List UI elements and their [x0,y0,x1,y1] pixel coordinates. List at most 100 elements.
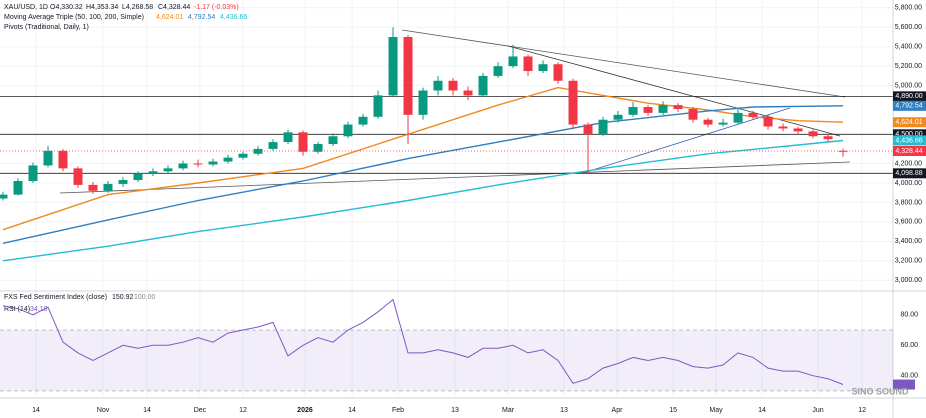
candle-body [793,128,803,132]
candle-body [103,183,113,191]
ma-value: 4,436.66 [220,14,247,21]
price-tag [893,168,926,179]
candle-body [343,124,353,137]
rsi-tick-label: 40.00 [900,373,918,380]
candle-body [358,116,368,125]
candle-body [583,124,593,135]
x-tick-label: Jun [812,407,823,414]
price-tag-label: 4,098.88 [895,170,922,177]
candle-body [748,112,758,117]
y-tick-label: 3,200.00 [895,258,922,265]
price-tag [893,100,926,111]
candle-body [508,56,518,67]
x-tick-label: Dec [194,407,207,414]
candle-body [58,150,68,169]
candle-body [73,168,83,185]
candle-body [313,144,323,152]
candle-body [43,150,53,166]
x-tick-label: 14 [32,407,40,414]
candle-body [778,126,788,129]
trend-line [507,45,841,137]
x-tick-label: 14 [143,407,151,414]
x-tick-label: 14 [348,407,356,414]
candle-body [268,142,278,149]
candle-body [688,108,698,120]
candle-body [433,80,443,91]
candle-body [133,173,143,181]
y-tick-label: 3,400.00 [895,238,922,245]
trend-line [59,161,851,194]
x-tick-label: 13 [560,407,568,414]
open-label: O4,330.32 [50,4,83,11]
rsi-line [2,298,844,385]
candle-body [13,181,23,195]
candle-body [328,136,338,145]
candle-body [148,171,158,174]
y-tick-label: 3,800.00 [895,199,922,206]
candle-body [298,132,308,152]
ma-value: 4,792.54 [188,14,215,21]
price-tag [893,91,926,102]
price-tag-label: 4,624.01 [895,119,922,126]
candle-body [613,114,623,120]
candle-body [0,194,8,199]
price-tag-label: 4,436.66 [895,137,922,144]
symbol: XAU/USD, 1D [4,4,48,11]
legend: XAU/USD, 1D O4,330.32 H4,353.34 L4,268.5… [4,4,247,313]
y-tick-label: 5,800.00 [895,5,922,12]
candle-body [238,153,248,158]
y-tick-label: 5,200.00 [895,63,922,70]
candle-body [478,75,488,96]
price-tag [893,129,926,140]
price-tag [893,117,926,128]
candle-body [658,105,668,113]
candle-body [283,132,293,143]
x-tick-label: May [709,407,723,414]
candle-body [673,105,683,109]
low-label: L4,268.58 [122,4,153,11]
candle-body [223,157,233,162]
candle-body [373,95,383,117]
candle-body [808,131,818,137]
x-tick-label: 12 [858,407,866,414]
price-tag [893,135,926,146]
candle-body [568,80,578,125]
candle-body [718,122,728,125]
candle-body [418,90,428,115]
trend-line [401,29,846,98]
y-tick-label: 4,200.00 [895,160,922,167]
rsi-tag [893,379,915,390]
candle-body [493,66,503,76]
candle-body [523,56,533,72]
ma-title: Moving Average Triple (50, 100, 200, Sim… [4,14,144,21]
y-tick-label: 5,600.00 [895,24,922,31]
fxs-title: FXS Fed Sentiment Index (close) [4,294,107,301]
candle-body [178,163,188,169]
candle-body [703,119,713,125]
x-tick-label: 15 [669,407,677,414]
candle-body [538,64,548,72]
pivots-title: Pivots (Traditional, Daily, 1) [4,24,89,31]
rsi-tick-label: 60.00 [900,342,918,349]
x-tick-label: Apr [612,407,624,414]
x-tick-label: Mar [502,407,515,414]
y-tick-label: 4,000.00 [895,180,922,187]
candle-body [763,116,773,127]
change-label: -1.17 (-0.03%) [194,4,239,11]
x-tick-label: 12 [239,407,247,414]
candle-body [193,163,203,165]
fxs-value: 100.00 [134,294,156,301]
price-tag-label: 4,500.00 [895,131,922,138]
rsi-band [0,330,893,391]
candle-body [823,136,833,140]
candle-body [553,64,563,81]
price-tag-label: 4,792.54 [895,103,922,110]
high-label: H4,353.34 [86,4,118,11]
x-tick-label: 14 [758,407,766,414]
fxs-value: 150.92 [112,294,134,301]
grid [0,0,893,397]
candle-body [403,36,413,115]
candle-body [598,119,608,135]
